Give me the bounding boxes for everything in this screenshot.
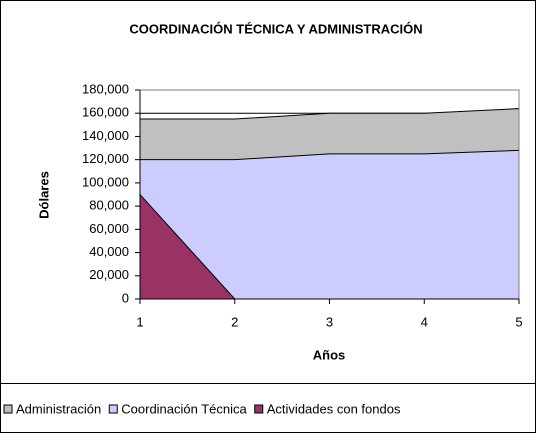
- y-tick-label: 140,000: [82, 128, 129, 143]
- y-axis-label: Dólares: [36, 171, 51, 219]
- x-tick-label: 2: [231, 314, 238, 329]
- y-tick-label: 80,000: [89, 198, 129, 213]
- y-tick-label: 180,000: [82, 81, 129, 96]
- x-tick-label: 4: [421, 314, 428, 329]
- y-tick-label: 120,000: [82, 151, 129, 166]
- legend-swatch: [3, 404, 13, 414]
- legend-label: Coordinación Técnica: [121, 401, 247, 416]
- legend-label: Actividades con fondos: [267, 401, 401, 416]
- legend-swatch: [108, 404, 118, 414]
- chart-title: COORDINACIÓN TÉCNICA Y ADMINISTRACIÓN: [129, 21, 422, 36]
- y-tick-label: 60,000: [89, 221, 129, 236]
- y-tick-label: 20,000: [89, 267, 129, 282]
- x-tick-label: 1: [136, 314, 143, 329]
- x-axis-label: Años: [313, 347, 346, 362]
- y-tick-label: 100,000: [82, 174, 129, 189]
- x-tick-label: 5: [515, 314, 522, 329]
- y-tick-label: 0: [122, 290, 129, 305]
- legend-swatch: [254, 404, 264, 414]
- y-tick-label: 40,000: [89, 244, 129, 259]
- y-tick-label: 160,000: [82, 105, 129, 120]
- legend-label: Administración: [16, 401, 101, 416]
- x-tick-label: 3: [326, 314, 333, 329]
